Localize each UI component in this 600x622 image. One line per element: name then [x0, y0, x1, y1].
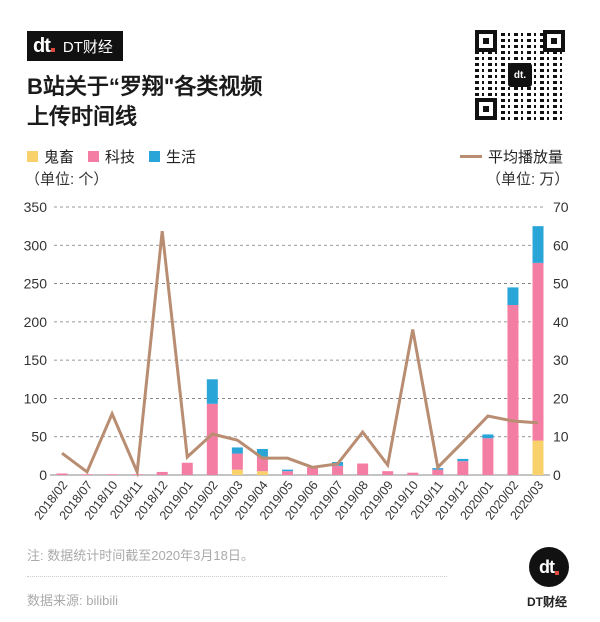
- bar-segment: [457, 458, 469, 462]
- y-right-tick: 0: [553, 467, 561, 483]
- bar-segment: [281, 471, 293, 475]
- chart-title: B站关于“罗翔"各类视频 上传时间线: [27, 72, 262, 132]
- bar-segment: [482, 438, 494, 475]
- bar-segment: [256, 448, 268, 457]
- y-left-tick: 300: [24, 237, 48, 253]
- y-right-tick: 10: [553, 429, 569, 445]
- chart-plot: 0501001502002503003500102030405060702018…: [24, 199, 569, 522]
- y-right-tick: 30: [553, 352, 569, 368]
- bar-segment: [532, 262, 544, 441]
- y-right-tick: 40: [553, 314, 569, 330]
- bar-segment: [482, 434, 494, 439]
- bar-segment: [181, 462, 193, 475]
- y-left-tick: 100: [24, 390, 48, 406]
- right-axis-unit: （单位: 万）: [486, 171, 570, 188]
- bar-segment: [81, 474, 93, 475]
- chart-title-line1: B站关于“罗翔"各类视频: [27, 74, 263, 99]
- chart-title-line2: 上传时间线: [27, 104, 138, 129]
- bar-segment: [507, 287, 519, 306]
- y-left-tick: 350: [24, 199, 48, 215]
- bar-segment: [106, 474, 118, 475]
- bar-segment: [532, 226, 544, 263]
- legend-item-keji: 科技: [88, 146, 135, 167]
- y-left-tick: 0: [39, 467, 47, 483]
- legend-line-label: 平均播放量: [488, 149, 564, 166]
- legend-item-shenghuo: 生活: [149, 146, 196, 167]
- left-axis-unit: （单位: 个）: [25, 171, 109, 188]
- y-left-tick: 50: [31, 429, 47, 445]
- y-left-tick: 200: [24, 314, 48, 330]
- bar-segment: [231, 469, 243, 475]
- avg-views-line: [61, 230, 539, 478]
- bar-segment: [532, 440, 544, 475]
- corner-brand-name: DT财经: [527, 595, 567, 609]
- bar-segment: [56, 473, 68, 475]
- bar-segment: [256, 456, 268, 472]
- dt-logo-icon: dt: [33, 35, 55, 58]
- bar-segment: [407, 472, 419, 475]
- legend-item-guichu: 鬼畜: [27, 146, 74, 167]
- bar-segment: [357, 463, 369, 475]
- bar-segment: [206, 403, 218, 475]
- bar-segment: [231, 453, 243, 470]
- swatch-icon: [149, 151, 161, 162]
- brand-badge: dt DT财经: [27, 31, 123, 61]
- qr-dt-logo-icon: dt.: [508, 63, 532, 87]
- y-left-tick: 250: [24, 276, 48, 292]
- data-source: 数据来源: bilibili: [27, 593, 119, 608]
- footnote: 注: 数据统计时间截至2020年3月18日。: [27, 548, 254, 563]
- qr-code-icon: dt.: [475, 30, 565, 120]
- bar-segment: [231, 447, 243, 454]
- bar-segment: [382, 471, 394, 475]
- swatch-icon: [88, 151, 100, 162]
- brand-name: DT财经: [62, 38, 113, 56]
- bar-segment: [432, 469, 444, 475]
- dt-corner-logo-icon: dt: [529, 547, 569, 587]
- legend-label: 生活: [166, 149, 197, 166]
- bar-segment: [156, 471, 168, 475]
- bar-segment: [457, 461, 469, 475]
- bar-segment: [256, 471, 268, 475]
- legend-label: 鬼畜: [44, 149, 75, 166]
- swatch-icon: [27, 151, 38, 162]
- y-left-tick: 150: [24, 352, 48, 368]
- y-right-tick: 60: [553, 237, 569, 253]
- y-right-tick: 20: [553, 390, 569, 406]
- bar-segment: [281, 469, 293, 472]
- legend-label: 科技: [105, 149, 136, 166]
- bar-segment: [332, 465, 344, 475]
- legend: 鬼畜 科技 生活: [27, 146, 196, 167]
- legend-line: 平均播放量: [460, 146, 563, 167]
- y-right-tick: 50: [553, 276, 569, 292]
- divider: [27, 576, 447, 577]
- line-swatch-icon: [460, 155, 482, 158]
- y-right-tick: 70: [553, 199, 569, 215]
- bar-segment: [507, 305, 519, 475]
- bar-segment: [307, 467, 319, 475]
- bar-segment: [206, 379, 218, 404]
